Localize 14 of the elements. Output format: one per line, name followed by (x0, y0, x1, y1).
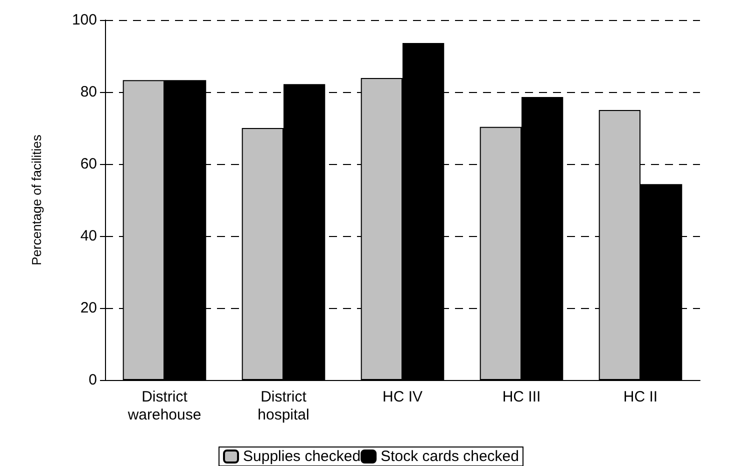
x-tick-label: District warehouse (126, 388, 202, 424)
y-axis-title: Percentage of facilities (29, 134, 44, 266)
x-tick-label: District hospital (258, 388, 310, 424)
x-tick-label: HC III (502, 388, 541, 406)
x-tick-label: HC II (623, 388, 658, 406)
y-tick-label: 0 (88, 372, 97, 388)
legend-label: Stock cards checked (380, 448, 519, 465)
y-tick-label: 80 (80, 84, 97, 100)
y-tick-label: 60 (80, 156, 97, 172)
y-tick-label: 20 (80, 300, 97, 316)
x-tick-label: HC IV (382, 388, 423, 406)
legend-label: Supplies checked (243, 448, 361, 465)
y-tick-label: 100 (72, 12, 97, 28)
y-tick-label: 40 (80, 228, 97, 244)
